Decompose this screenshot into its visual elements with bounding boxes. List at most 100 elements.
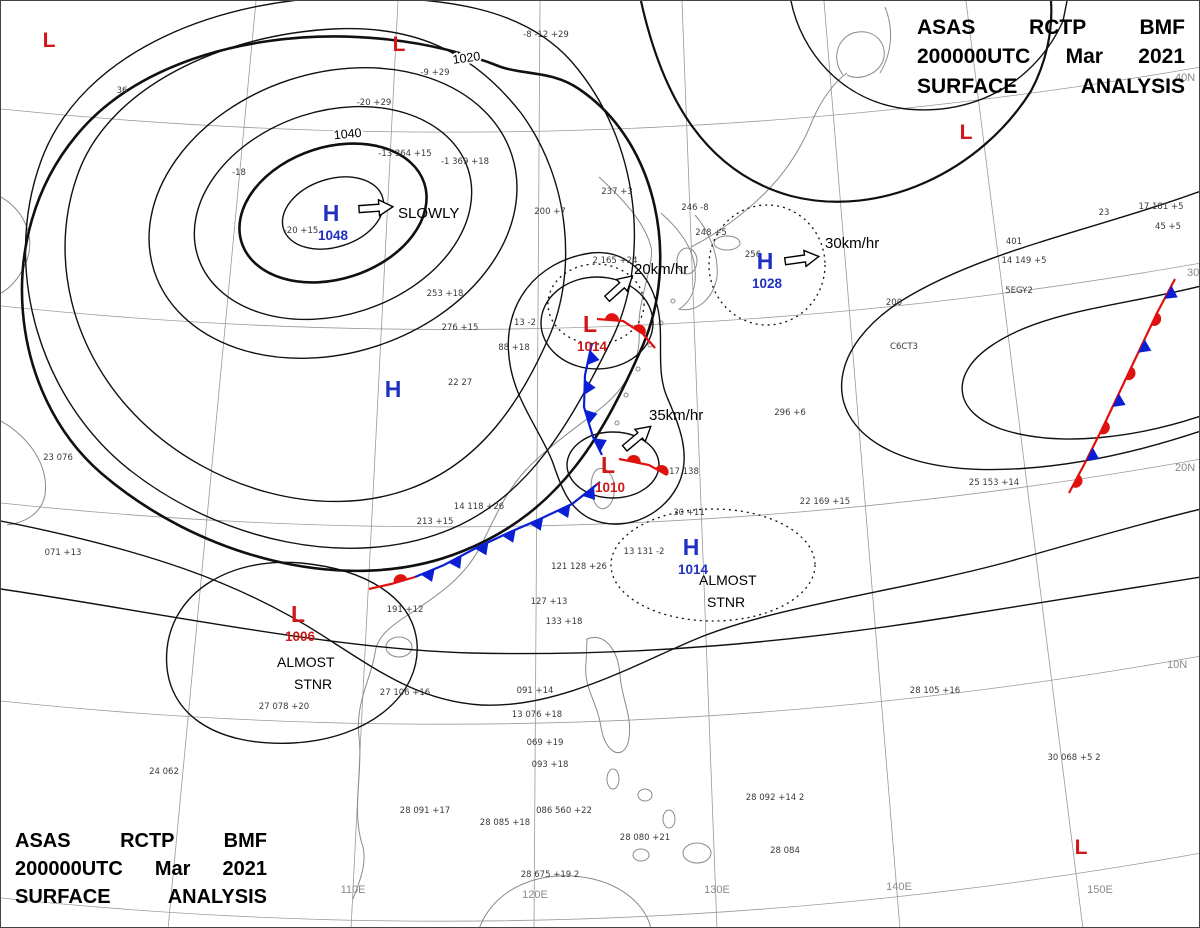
station-plot: 27 106 +16 bbox=[380, 688, 430, 698]
front-layer bbox=[368, 278, 1178, 591]
warm-front-semicircle bbox=[393, 574, 408, 584]
coastline-layer bbox=[1, 6, 892, 927]
latitude-line bbox=[1, 262, 1199, 330]
station-plot: 36 bbox=[117, 86, 128, 96]
station-plot: 213 +15 bbox=[417, 517, 454, 527]
cold-front-triangle bbox=[1138, 339, 1152, 353]
station-plot: -13 364 +15 bbox=[378, 149, 431, 159]
station-plot: 25 153 +14 bbox=[969, 478, 1019, 488]
isobar bbox=[790, 1, 1068, 111]
station-plot: 23 076 bbox=[43, 453, 73, 463]
coastline-island bbox=[632, 848, 650, 862]
latitude-line bbox=[1, 66, 1199, 133]
isobar bbox=[841, 190, 1199, 471]
low-marker: L bbox=[1075, 836, 1088, 859]
warm-front-semicircle bbox=[626, 454, 641, 464]
coastline-island bbox=[606, 768, 620, 790]
cold-front-triangle bbox=[593, 438, 607, 452]
coastline-asia bbox=[352, 176, 653, 900]
station-plot: 069 +19 bbox=[527, 738, 564, 748]
warm-front-semicircle bbox=[1151, 312, 1162, 326]
coastline-kyushu bbox=[676, 247, 698, 275]
isobar bbox=[566, 431, 660, 499]
station-plot: 28 105 +16 bbox=[910, 686, 960, 696]
station-plot: -18 bbox=[232, 168, 246, 178]
station-plot: 253 +18 bbox=[427, 289, 464, 299]
station-plot: -1 369 +18 bbox=[441, 157, 489, 167]
isobar-label: 1020 bbox=[452, 49, 482, 67]
station-plot: 28 675 +19 2 bbox=[521, 870, 580, 880]
station-plot: 30 068 +5 2 bbox=[1047, 753, 1100, 763]
coastline-japan bbox=[690, 72, 848, 248]
station-plot: 13 131 -2 bbox=[624, 547, 665, 557]
coastline-luzon bbox=[585, 637, 631, 754]
stationary-label: ALMOST bbox=[699, 572, 757, 588]
cold-front-triangle bbox=[501, 529, 516, 543]
chart-title-line3: SURFACE ANALYSIS bbox=[15, 886, 267, 908]
coastline-ryukyu bbox=[635, 366, 641, 372]
isobar bbox=[1, 576, 1199, 655]
station-plot: 2 165 +24 bbox=[593, 256, 638, 266]
station-plot: 086 560 +22 bbox=[536, 806, 592, 816]
latitude-line bbox=[1, 852, 1199, 922]
isobar bbox=[281, 176, 385, 250]
longitude-label: 130E bbox=[704, 884, 730, 896]
station-plot: 27 078 +20 bbox=[259, 702, 309, 712]
pressure-value: 1048 bbox=[318, 228, 349, 243]
isobar-layer bbox=[1, 1, 1199, 744]
pressure-value: 1006 bbox=[285, 629, 316, 644]
movement-arrow-icon bbox=[603, 275, 634, 303]
station-plot: 276 +15 bbox=[442, 323, 479, 333]
motion-label: SLOWLY bbox=[398, 205, 459, 222]
pressure-value: 1014 bbox=[678, 562, 709, 577]
station-plot: 24 062 bbox=[149, 767, 179, 777]
station-plot: 127 +13 bbox=[531, 597, 568, 607]
pressure-value: 1010 bbox=[595, 480, 625, 495]
station-plot: 28 092 +14 2 bbox=[746, 793, 805, 803]
latitude-label: 20N bbox=[1175, 462, 1195, 474]
cold-front-triangle bbox=[584, 379, 596, 395]
chart-title-line2: 200000UTC Mar 2021 bbox=[917, 45, 1185, 69]
station-plot: 191 +12 bbox=[387, 605, 424, 615]
coastline-island bbox=[662, 809, 676, 829]
station-plot: 28 091 +17 bbox=[400, 806, 450, 816]
movement-arrow-icon bbox=[783, 249, 821, 268]
station-plot: 22 27 bbox=[448, 378, 472, 388]
cold-front-triangle bbox=[582, 486, 596, 500]
isobar-bold-1020 bbox=[20, 35, 662, 573]
cold-front-triangle bbox=[587, 350, 600, 365]
high-center-symbol: H bbox=[683, 534, 700, 560]
isobar bbox=[24, 1, 636, 549]
station-plot: 200 bbox=[886, 298, 902, 308]
high-center-symbol: H bbox=[757, 248, 774, 274]
isobar-bold bbox=[639, 1, 1053, 203]
cold-front-triangle bbox=[448, 555, 462, 569]
stationary-label: STNR bbox=[294, 676, 332, 692]
cold-front-triangle bbox=[584, 409, 598, 424]
station-plot: 88 +18 bbox=[498, 343, 529, 353]
station-plot: 071 +13 bbox=[45, 548, 82, 558]
chart-title: ASAS RCTP BMF 200000UTC Mar 2021 SURFACE… bbox=[917, 13, 1185, 101]
station-plot: 133 +18 bbox=[546, 617, 583, 627]
warm-front-semicircle bbox=[1072, 474, 1083, 488]
station-plot: -8 -12 +29 bbox=[523, 30, 569, 40]
cold-front-triangle bbox=[556, 504, 571, 518]
station-plot: 248 +5 bbox=[695, 228, 726, 238]
cold-front-triangle bbox=[1086, 447, 1100, 461]
coastline-ryukyu bbox=[670, 298, 676, 304]
longitude-line bbox=[681, 1, 718, 927]
longitude-label: 120E bbox=[522, 889, 548, 901]
cold-front-triangle bbox=[529, 517, 544, 531]
chart-title-line2: 200000UTC Mar 2021 bbox=[15, 858, 267, 880]
arrow-shape bbox=[358, 198, 395, 217]
isobar-label: 1040 bbox=[333, 126, 362, 142]
longitude-line bbox=[167, 1, 257, 927]
isobar bbox=[148, 67, 518, 359]
station-plot: 22 169 +15 bbox=[800, 497, 850, 507]
isobar-dotted bbox=[547, 263, 645, 345]
station-plot: 200 +7 bbox=[534, 207, 565, 217]
cold-front-triangle bbox=[420, 568, 435, 582]
coastline-west bbox=[1, 420, 46, 526]
